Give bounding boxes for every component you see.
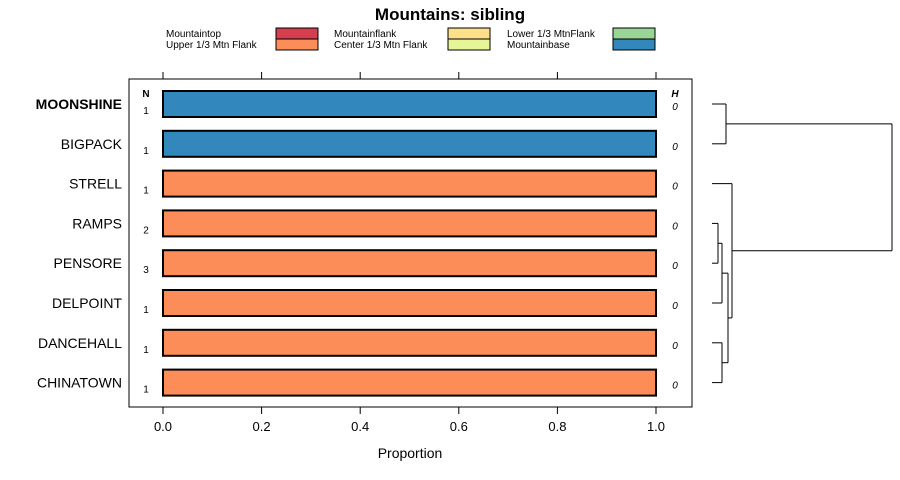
legend-swatch <box>275 27 319 40</box>
h-value: 0 <box>672 102 678 113</box>
x-axis-title: Proportion <box>378 445 443 461</box>
legend-label: Mountaintop <box>166 29 221 40</box>
bar <box>162 90 657 118</box>
category-label: MOONSHINE <box>36 96 122 112</box>
category-label: DELPOINT <box>52 295 122 311</box>
h-column-header: H <box>671 89 679 100</box>
legend-label: Mountainflank <box>334 29 397 40</box>
legend-label: Mountainbase <box>507 40 570 51</box>
x-tick-label: 1.0 <box>647 419 665 434</box>
category-label: PENSORE <box>54 255 122 271</box>
n-value: 1 <box>143 146 149 157</box>
h-value: 0 <box>672 341 678 352</box>
n-value: 2 <box>143 225 149 236</box>
x-tick-label: 0.6 <box>450 419 468 434</box>
category-label: CHINATOWN <box>37 375 122 391</box>
category-label: STRELL <box>69 176 122 192</box>
chart-title: Mountains: sibling <box>375 5 525 24</box>
legend-swatch <box>447 38 491 51</box>
category-label: DANCEHALL <box>38 335 122 351</box>
legend-label: Center 1/3 Mtn Flank <box>334 40 428 51</box>
plot-frame <box>128 78 693 408</box>
bar <box>162 328 657 357</box>
legend-label: Upper 1/3 Mtn Flank <box>166 40 258 51</box>
bar <box>162 289 657 317</box>
category-label: RAMPS <box>72 215 122 231</box>
axes: 0.0 0.2 0.4 0.6 0.8 1.0 <box>154 72 665 434</box>
n-value: 1 <box>143 385 149 396</box>
n-value: 1 <box>143 106 149 117</box>
bar <box>162 169 657 198</box>
h-value: 0 <box>672 142 678 153</box>
n-value: 3 <box>143 265 149 276</box>
bars: MOONSHINE 1 0 BIGPACK 1 0 STRELL 1 0 RAMPS 2 0 PENSO… <box>36 90 678 397</box>
x-tick-label: 0.8 <box>548 419 566 434</box>
n-value: 1 <box>143 186 149 197</box>
category-label: BIGPACK <box>61 136 123 152</box>
h-value: 0 <box>672 301 678 312</box>
bar <box>162 209 657 238</box>
bar <box>162 129 657 158</box>
x-tick-label: 0.0 <box>154 419 172 434</box>
dendrogram <box>712 103 893 384</box>
bar <box>162 249 657 278</box>
legend-label: Lower 1/3 MtnFlank <box>507 29 596 40</box>
x-tick-label: 0.2 <box>253 419 271 434</box>
n-value: 1 <box>143 345 149 356</box>
legend-swatch <box>612 27 656 40</box>
bar <box>162 368 657 397</box>
legend-swatch <box>447 27 491 40</box>
legend-swatch <box>612 38 656 51</box>
h-value: 0 <box>672 182 678 193</box>
h-value: 0 <box>672 381 678 392</box>
n-column-header: N <box>142 89 149 100</box>
legend-swatch <box>275 38 319 51</box>
h-value: 0 <box>672 221 678 232</box>
x-tick-label: 0.4 <box>351 419 369 434</box>
n-value: 1 <box>143 305 149 316</box>
h-value: 0 <box>672 261 678 272</box>
